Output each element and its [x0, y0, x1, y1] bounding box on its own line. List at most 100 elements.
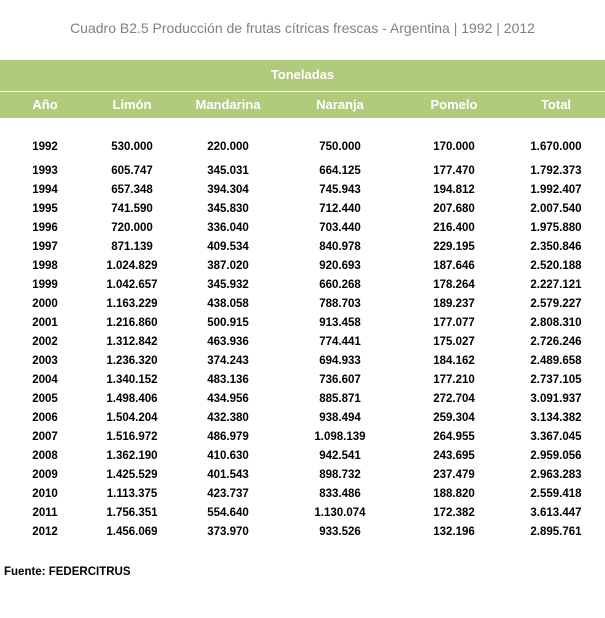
cell-mandarina: 374.243	[207, 355, 249, 367]
cell-total: 3.134.382	[530, 412, 582, 424]
table-row: 2012 1.456.069 373.970 933.526 132.196 2.895.…	[0, 523, 605, 542]
cell-naranja: 933.526	[319, 526, 361, 538]
cell-year: 2009	[32, 469, 58, 481]
cell-mandarina: 345.031	[207, 165, 249, 177]
cell-naranja: 833.486	[319, 488, 361, 500]
cell-limon: 1.425.529	[106, 469, 158, 481]
cell-total: 2.895.761	[530, 526, 582, 538]
table-row: 1997 871.139 409.534 840.978 229.195 2.350.84…	[0, 238, 605, 257]
cell-mandarina: 434.956	[207, 393, 249, 405]
table-row: 2005 1.498.406 434.956 885.871 272.704 3.091.…	[0, 390, 605, 409]
table-row: 1995 741.590 345.830 712.440 207.680 2.007.54…	[0, 200, 605, 219]
cell-year: 2007	[32, 431, 58, 443]
cell-mandarina: 345.932	[207, 279, 249, 291]
cell-pomelo: 194.812	[433, 184, 475, 196]
column-header-naranja: Naranja	[316, 97, 364, 112]
cell-naranja: 913.458	[319, 317, 361, 329]
cell-year: 2011	[32, 507, 58, 519]
table-row: 1992 530.000 220.000 750.000 170.000 1.670.00…	[0, 138, 605, 162]
cell-pomelo: 243.695	[433, 450, 475, 462]
cell-year: 2010	[32, 488, 58, 500]
cell-mandarina: 463.936	[207, 336, 249, 348]
cell-naranja: 664.125	[319, 165, 361, 177]
cell-naranja: 774.441	[319, 336, 361, 348]
cell-mandarina: 500.915	[207, 317, 249, 329]
table-header: Toneladas Año Limón Mandarina Naranja Po…	[0, 60, 605, 118]
cell-naranja: 736.607	[319, 374, 361, 386]
cell-pomelo: 237.479	[433, 469, 475, 481]
header-divider	[0, 91, 605, 92]
cell-year: 2003	[32, 355, 58, 367]
cell-year: 2008	[32, 450, 58, 462]
cell-pomelo: 184.162	[433, 355, 475, 367]
cell-limon: 720.000	[111, 222, 153, 234]
cell-limon: 1.312.842	[106, 336, 158, 348]
table-row: 2002 1.312.842 463.936 774.441 175.027 2.726.…	[0, 333, 605, 352]
table-row: 1996 720.000 336.040 703.440 216.400 1.975.88…	[0, 219, 605, 238]
cell-pomelo: 170.000	[433, 141, 475, 153]
cell-limon: 605.747	[111, 165, 153, 177]
cell-limon: 871.139	[111, 241, 153, 253]
cell-naranja: 712.440	[319, 203, 361, 215]
cell-pomelo: 216.400	[433, 222, 475, 234]
cell-year: 2001	[32, 317, 58, 329]
cell-pomelo: 259.304	[433, 412, 475, 424]
cell-naranja: 898.732	[319, 469, 361, 481]
cell-limon: 1.024.829	[106, 260, 158, 272]
cell-mandarina: 432.380	[207, 412, 249, 424]
cell-mandarina: 373.970	[207, 526, 249, 538]
cell-year: 1998	[32, 260, 58, 272]
table-row: 1993 605.747 345.031 664.125 177.470 1.792.37…	[0, 162, 605, 181]
cell-pomelo: 132.196	[433, 526, 475, 538]
table-row: 2006 1.504.204 432.380 938.494 259.304 3.134.…	[0, 409, 605, 428]
cell-total: 1.792.373	[530, 165, 582, 177]
cell-year: 2002	[32, 336, 58, 348]
cell-total: 2.520.188	[530, 260, 582, 272]
cell-total: 1.975.880	[530, 222, 582, 234]
table-row: 2009 1.425.529 401.543 898.732 237.479 2.963.…	[0, 466, 605, 485]
cell-total: 3.613.447	[530, 507, 582, 519]
cell-naranja: 750.000	[319, 141, 361, 153]
cell-year: 1993	[32, 165, 58, 177]
cell-mandarina: 387.020	[207, 260, 249, 272]
table-row: 2004 1.340.152 483.136 736.607 177.210 2.737.…	[0, 371, 605, 390]
cell-limon: 1.504.204	[106, 412, 158, 424]
column-header-ano: Año	[32, 97, 58, 112]
cell-limon: 741.590	[111, 203, 153, 215]
table-row: 2010 1.113.375 423.737 833.486 188.820 2.559.…	[0, 485, 605, 504]
cell-mandarina: 394.304	[207, 184, 249, 196]
cell-total: 1.670.000	[530, 141, 582, 153]
cell-limon: 1.340.152	[106, 374, 158, 386]
cell-naranja: 694.933	[319, 355, 361, 367]
cell-mandarina: 423.737	[207, 488, 249, 500]
cell-pomelo: 207.680	[433, 203, 475, 215]
cell-year: 1999	[32, 279, 58, 291]
table-row: 2003 1.236.320 374.243 694.933 184.162 2.489.…	[0, 352, 605, 371]
cell-year: 2006	[32, 412, 58, 424]
cell-naranja: 660.268	[319, 279, 361, 291]
cell-naranja: 938.494	[319, 412, 361, 424]
cell-naranja: 1.130.074	[314, 507, 366, 519]
cell-total: 2.559.418	[530, 488, 582, 500]
table-row: 2011 1.756.351 554.640 1.130.074 172.382 3.61…	[0, 504, 605, 523]
cell-mandarina: 554.640	[207, 507, 249, 519]
table-row: 1994 657.348 394.304 745.943 194.812 1.992.40…	[0, 181, 605, 200]
header-columns: Año Limón Mandarina Naranja Pomelo Total	[0, 92, 605, 118]
table-row: 2007 1.516.972 486.979 1.098.139 264.955 3.36…	[0, 428, 605, 447]
cell-naranja: 1.098.139	[314, 431, 366, 443]
cell-total: 2.007.540	[530, 203, 582, 215]
cell-pomelo: 177.077	[433, 317, 475, 329]
cell-limon: 1.516.972	[106, 431, 158, 443]
cell-pomelo: 175.027	[433, 336, 475, 348]
cell-mandarina: 409.534	[207, 241, 249, 253]
cell-total: 2.963.283	[530, 469, 582, 481]
cell-naranja: 745.943	[319, 184, 361, 196]
cell-pomelo: 189.237	[433, 298, 475, 310]
cell-limon: 1.756.351	[106, 507, 158, 519]
cell-naranja: 942.541	[319, 450, 361, 462]
cell-limon: 657.348	[111, 184, 153, 196]
cell-total: 2.489.658	[530, 355, 582, 367]
cell-pomelo: 188.820	[433, 488, 475, 500]
cell-limon: 1.163.229	[106, 298, 158, 310]
cell-naranja: 920.693	[319, 260, 361, 272]
